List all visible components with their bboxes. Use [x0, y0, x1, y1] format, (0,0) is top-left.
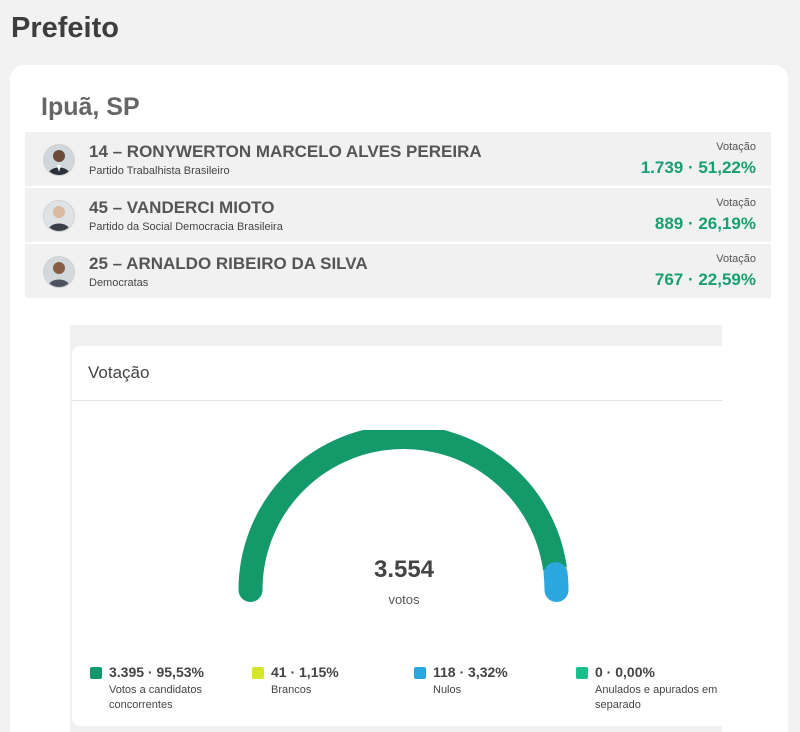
gauge-segment: [543, 562, 569, 602]
vote-label: Votação: [716, 253, 756, 265]
legend-value: 41 · 1,15%: [271, 664, 339, 680]
candidate-party: Democratas: [89, 277, 149, 289]
person-avatar-icon: [43, 256, 75, 288]
candidate-name: 14 – RONYWERTON MARCELO ALVES PEREIRA: [89, 142, 482, 161]
gauge-segment: [238, 430, 567, 602]
vote-label: Votação: [716, 141, 756, 153]
legend-label: Votos a candidatos concorrentes: [109, 684, 202, 711]
gauge-chart: [238, 430, 569, 602]
votes-chart-panel: Votação 3.554 votos 3.395 · 95,53% Votos…: [72, 346, 722, 726]
vote-label: Votação: [716, 197, 756, 209]
candidate-row[interactable]: 45 – VANDERCI MIOTO Partido da Social De…: [25, 188, 771, 242]
chart-title: Votação: [88, 363, 150, 382]
legend-label: Nulos: [433, 684, 462, 696]
candidate-name: 25 – ARNALDO RIBEIRO DA SILVA: [89, 254, 368, 273]
gauge-total: 3.554: [373, 556, 435, 583]
legend-value: 3.395 · 95,53%: [109, 664, 204, 680]
city-title: Ipuã, SP: [41, 93, 140, 121]
vote-value: 1.739 · 51,22%: [640, 158, 756, 177]
legend-label: Anulados e apurados em separado: [595, 684, 718, 711]
gauge-unit: votos: [388, 592, 420, 607]
candidate-row[interactable]: 14 – RONYWERTON MARCELO ALVES PEREIRA Pa…: [25, 132, 771, 186]
legend-swatch: [252, 667, 264, 679]
candidate-row[interactable]: 25 – ARNALDO RIBEIRO DA SILVA Democratas…: [25, 244, 771, 298]
candidate-list: 14 – RONYWERTON MARCELO ALVES PEREIRA Pa…: [25, 132, 771, 300]
person-avatar-icon: [43, 200, 75, 232]
legend-value: 0 · 0,00%: [595, 664, 655, 680]
legend-swatch: [576, 667, 588, 679]
panel-divider: [72, 400, 722, 401]
legend-value: 118 · 3,32%: [433, 664, 508, 680]
vote-value: 889 · 26,19%: [654, 214, 756, 233]
candidate-party: Partido da Social Democracia Brasileira: [89, 221, 283, 233]
legend-swatch: [90, 667, 102, 679]
vote-value: 767 · 22,59%: [654, 270, 756, 289]
candidate-party: Partido Trabalhista Brasileiro: [89, 165, 230, 177]
candidate-name: 45 – VANDERCI MIOTO: [89, 198, 275, 217]
page-title: Prefeito: [11, 12, 119, 44]
legend-swatch: [414, 667, 426, 679]
person-avatar-icon: [43, 144, 75, 176]
legend-label: Brancos: [271, 684, 312, 696]
